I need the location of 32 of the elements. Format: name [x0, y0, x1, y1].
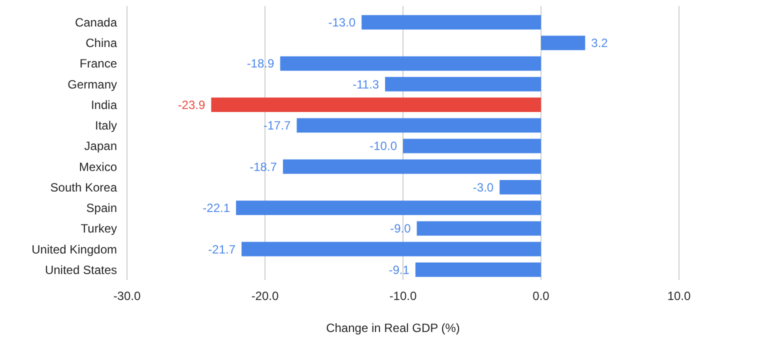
y-tick-label: Spain	[86, 201, 117, 216]
y-tick-label: Canada	[74, 16, 118, 30]
y-tick-label: United Kingdom	[32, 242, 117, 256]
data-label: -18.7	[250, 160, 278, 174]
data-label: -11.3	[352, 77, 380, 92]
y-tick-label: China	[86, 36, 118, 50]
y-tick-label: Mexico	[78, 160, 118, 174]
data-label: -10.0	[370, 139, 398, 154]
data-label: -22.1	[202, 201, 230, 216]
y-tick-label: South Korea	[50, 180, 118, 194]
data-label: -17.7	[263, 118, 292, 133]
data-label: -3.0	[472, 180, 494, 194]
x-tick-label: 10.0	[667, 289, 691, 303]
y-tick-label: Germany	[68, 77, 117, 92]
data-label: -23.9	[178, 98, 206, 112]
y-tick-label: United States	[44, 262, 117, 277]
y-tick-label: France	[80, 56, 118, 71]
x-tick-label: -30.0	[113, 289, 141, 303]
data-label: 3.2	[591, 36, 608, 50]
x-tick-label: -20.0	[251, 289, 279, 303]
x-axis-title: Change in Real GDP (%)	[326, 321, 460, 335]
y-tick-label: Italy	[94, 118, 117, 133]
x-tick-label: -10.0	[389, 289, 417, 303]
x-tick-label: 0.0	[532, 289, 550, 303]
y-tick-label: Turkey	[80, 222, 117, 236]
data-label: -9.1	[388, 262, 410, 277]
data-label: -21.7	[208, 242, 236, 256]
data-label: -9.0	[390, 222, 412, 236]
data-label: -18.9	[246, 56, 274, 71]
data-label: -13.0	[328, 16, 356, 30]
y-tick-label: India	[90, 98, 118, 112]
y-tick-label: Japan	[84, 139, 117, 154]
